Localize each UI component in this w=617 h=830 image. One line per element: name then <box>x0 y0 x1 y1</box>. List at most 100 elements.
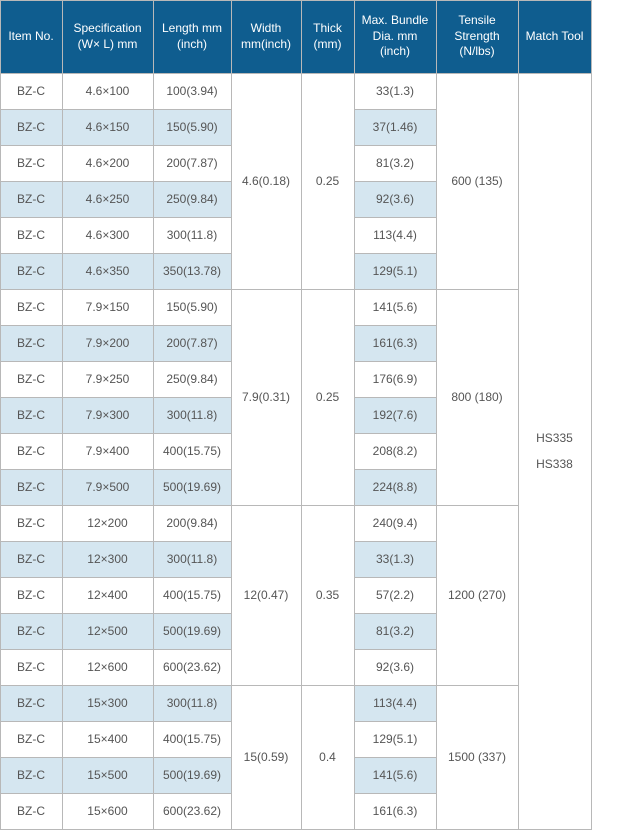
cell-width: 12(0.47) <box>231 505 302 686</box>
cell-item: BZ-C <box>0 649 63 686</box>
cell-item: BZ-C <box>0 793 63 830</box>
cell-len: 400(15.75) <box>153 577 232 614</box>
cell-bundle: 81(3.2) <box>354 145 437 182</box>
cell-item: BZ-C <box>0 73 63 110</box>
cell-spec: 15×600 <box>62 793 154 830</box>
cell-spec: 7.9×200 <box>62 325 154 362</box>
cell-spec: 7.9×150 <box>62 289 154 326</box>
cell-bundle: 141(5.6) <box>354 757 437 794</box>
cell-spec: 12×600 <box>62 649 154 686</box>
cell-bundle: 240(9.4) <box>354 505 437 542</box>
spec-table: Item No. Specification (W× L) mm Length … <box>0 0 617 829</box>
col-tensile: Tensile Strength (N/lbs) <box>436 0 519 74</box>
cell-thick: 0.35 <box>301 505 355 686</box>
cell-item: BZ-C <box>0 109 63 146</box>
cell-tensile: 1500 (337) <box>436 685 519 830</box>
cell-spec: 4.6×200 <box>62 145 154 182</box>
cell-len: 350(13.78) <box>153 253 232 290</box>
cell-item: BZ-C <box>0 361 63 398</box>
cell-bundle: 92(3.6) <box>354 649 437 686</box>
cell-item: BZ-C <box>0 253 63 290</box>
cell-bundle: 33(1.3) <box>354 73 437 110</box>
cell-len: 100(3.94) <box>153 73 232 110</box>
cell-len: 500(19.69) <box>153 469 232 506</box>
cell-width: 15(0.59) <box>231 685 302 830</box>
cell-spec: 7.9×400 <box>62 433 154 470</box>
cell-len: 300(11.8) <box>153 217 232 254</box>
cell-bundle: 161(6.3) <box>354 793 437 830</box>
cell-spec: 7.9×500 <box>62 469 154 506</box>
cell-spec: 12×400 <box>62 577 154 614</box>
cell-spec: 7.9×250 <box>62 361 154 398</box>
cell-tool: HS335 HS338 <box>518 73 592 830</box>
cell-bundle: 224(8.8) <box>354 469 437 506</box>
cell-item: BZ-C <box>0 613 63 650</box>
cell-spec: 12×500 <box>62 613 154 650</box>
col-length: Length mm (inch) <box>153 0 232 74</box>
cell-thick: 0.25 <box>301 73 355 290</box>
cell-bundle: 57(2.2) <box>354 577 437 614</box>
cell-spec: 4.6×350 <box>62 253 154 290</box>
cell-item: BZ-C <box>0 757 63 794</box>
cell-item: BZ-C <box>0 433 63 470</box>
cell-len: 300(11.8) <box>153 397 232 434</box>
cell-len: 500(19.69) <box>153 757 232 794</box>
cell-spec: 12×200 <box>62 505 154 542</box>
cell-item: BZ-C <box>0 145 63 182</box>
cell-len: 150(5.90) <box>153 109 232 146</box>
cell-len: 200(7.87) <box>153 145 232 182</box>
col-itemno: Item No. <box>0 0 63 74</box>
cell-len: 500(19.69) <box>153 613 232 650</box>
cell-spec: 15×300 <box>62 685 154 722</box>
cell-bundle: 113(4.4) <box>354 685 437 722</box>
cell-bundle: 176(6.9) <box>354 361 437 398</box>
cell-item: BZ-C <box>0 469 63 506</box>
cell-bundle: 129(5.1) <box>354 721 437 758</box>
cell-len: 200(9.84) <box>153 505 232 542</box>
cell-item: BZ-C <box>0 217 63 254</box>
cell-item: BZ-C <box>0 505 63 542</box>
cell-len: 600(23.62) <box>153 793 232 830</box>
cell-item: BZ-C <box>0 685 63 722</box>
cell-bundle: 161(6.3) <box>354 325 437 362</box>
cell-len: 300(11.8) <box>153 685 232 722</box>
cell-len: 600(23.62) <box>153 649 232 686</box>
cell-item: BZ-C <box>0 397 63 434</box>
cell-item: BZ-C <box>0 721 63 758</box>
cell-len: 150(5.90) <box>153 289 232 326</box>
cell-len: 400(15.75) <box>153 721 232 758</box>
cell-bundle: 208(8.2) <box>354 433 437 470</box>
cell-width: 4.6(0.18) <box>231 73 302 290</box>
cell-spec: 12×300 <box>62 541 154 578</box>
cell-bundle: 129(5.1) <box>354 253 437 290</box>
cell-len: 250(9.84) <box>153 361 232 398</box>
cell-item: BZ-C <box>0 289 63 326</box>
cell-bundle: 81(3.2) <box>354 613 437 650</box>
cell-item: BZ-C <box>0 541 63 578</box>
col-width: Width mm(inch) <box>231 0 302 74</box>
tool-2: HS338 <box>536 457 573 471</box>
cell-bundle: 37(1.46) <box>354 109 437 146</box>
cell-bundle: 141(5.6) <box>354 289 437 326</box>
cell-spec: 4.6×250 <box>62 181 154 218</box>
cell-spec: 4.6×150 <box>62 109 154 146</box>
cell-item: BZ-C <box>0 325 63 362</box>
cell-thick: 0.4 <box>301 685 355 830</box>
cell-len: 250(9.84) <box>153 181 232 218</box>
cell-len: 300(11.8) <box>153 541 232 578</box>
cell-len: 400(15.75) <box>153 433 232 470</box>
col-thick: Thick (mm) <box>301 0 355 74</box>
cell-spec: 7.9×300 <box>62 397 154 434</box>
cell-tensile: 1200 (270) <box>436 505 519 686</box>
cell-bundle: 92(3.6) <box>354 181 437 218</box>
cell-bundle: 192(7.6) <box>354 397 437 434</box>
cell-spec: 15×500 <box>62 757 154 794</box>
cell-spec: 4.6×100 <box>62 73 154 110</box>
cell-bundle: 33(1.3) <box>354 541 437 578</box>
cell-tensile: 600 (135) <box>436 73 519 290</box>
cell-spec: 15×400 <box>62 721 154 758</box>
cell-item: BZ-C <box>0 577 63 614</box>
tool-1: HS335 <box>536 431 573 445</box>
cell-spec: 4.6×300 <box>62 217 154 254</box>
col-spec: Specification (W× L) mm <box>62 0 154 74</box>
